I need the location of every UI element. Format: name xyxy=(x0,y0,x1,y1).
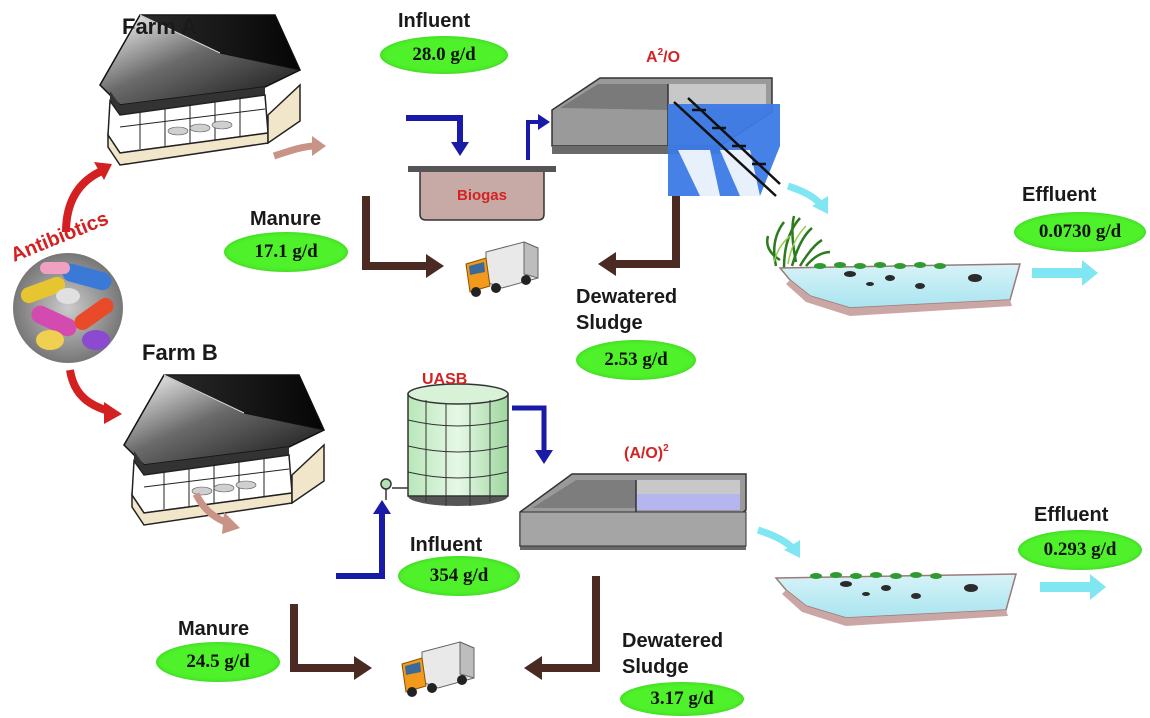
farm-a-sludge-label-line1: Dewatered xyxy=(576,286,678,308)
farm-b-manure-arrow xyxy=(290,604,354,672)
farm-a-manure-value: 17.1 g/d xyxy=(224,232,348,272)
farm-a-effluent-label: Effluent xyxy=(1022,184,1097,206)
farm-a-effluent-arrow xyxy=(1032,268,1082,278)
farm-a-sludge-arrow xyxy=(614,196,680,268)
farm-b-barn xyxy=(123,374,325,526)
farm-b-sludge-arrow xyxy=(540,576,600,672)
farm-a-truck xyxy=(465,241,539,298)
farm-b-manure-label: Manure xyxy=(178,618,250,640)
farm-a-effluent-value: 0.0730 g/d xyxy=(1014,212,1146,252)
a2o-process-label: A2/O xyxy=(646,47,680,66)
farm-b-uasb-to-ao2-arrow xyxy=(512,405,547,452)
biogas-tank xyxy=(408,166,556,221)
farm-a-sludge-value: 2.53 g/d xyxy=(576,340,696,380)
uasb-label: UASB xyxy=(422,371,467,388)
farm-a-barn-to-silo-arrow xyxy=(272,142,317,160)
farm-a-manure-label: Manure xyxy=(250,208,322,230)
farm-a-sludge-label-line2: Sludge xyxy=(576,312,643,334)
farm-b-sludge-value: 3.17 g/d xyxy=(620,682,744,716)
antibiotics-to-farm-a-arrow xyxy=(62,166,106,233)
farm-b-sludge-label-line2: Sludge xyxy=(622,656,689,678)
uasb-reactor xyxy=(380,383,509,506)
farm-b-title: Farm B xyxy=(142,340,218,365)
ao2-process-label: (A/O)2 xyxy=(624,443,669,462)
farm-b-effluent-value: 0.293 g/d xyxy=(1018,530,1142,570)
a2o-reactor xyxy=(551,77,781,197)
farm-a-influent-value: 28.0 g/d xyxy=(380,36,508,74)
farm-a-influent-label: Influent xyxy=(398,10,471,32)
farm-b-effluent-arrow xyxy=(1040,582,1090,592)
ao2-reactor xyxy=(519,473,747,550)
antibiotics-pills-image xyxy=(13,253,123,363)
farm-a-influent-arrow xyxy=(406,115,463,146)
farm-b-ao2-to-pond-arrow xyxy=(756,526,797,553)
farm-b-influent-value: 354 g/d xyxy=(398,556,520,596)
farm-a-manure-arrow xyxy=(362,196,426,270)
farm-b-truck xyxy=(401,641,475,698)
farm-a-pond xyxy=(779,261,1021,317)
farm-a-reed-bed xyxy=(766,215,831,269)
farm-b-influent-label: Influent xyxy=(410,534,483,556)
biogas-label: Biogas xyxy=(457,187,507,204)
farm-a-biogas-to-a2o-arrow xyxy=(526,120,540,160)
farm-b-effluent-label: Effluent xyxy=(1034,504,1109,526)
farm-b-pond xyxy=(775,571,1017,627)
farm-b-influent-arrow xyxy=(336,512,385,579)
farm-b-sludge-label-line1: Dewatered xyxy=(622,630,724,652)
farm-b-manure-value: 24.5 g/d xyxy=(156,642,280,682)
farm-a-title: Farm A xyxy=(122,14,197,39)
